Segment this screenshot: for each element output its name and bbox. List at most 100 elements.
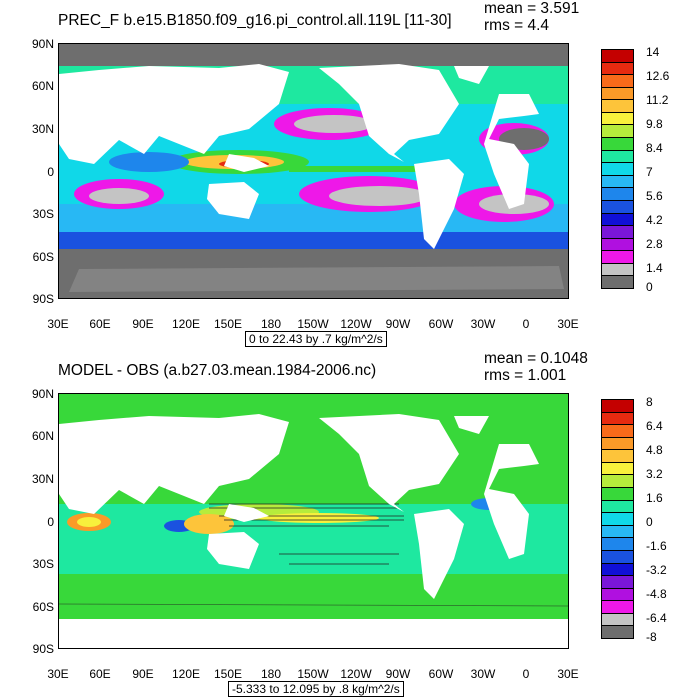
colorbar-label: 2.8: [646, 237, 663, 251]
colorbar-swatch: [602, 513, 633, 526]
lon-label: 90E: [132, 317, 154, 331]
lon-label: 60E: [89, 667, 111, 681]
colorbar-swatch: [602, 50, 633, 63]
lon-label: 150W: [297, 667, 329, 681]
colorbar-swatch: [602, 425, 633, 438]
lon-label: 120E: [171, 667, 201, 681]
lat-label: 30S: [32, 557, 54, 571]
colorbar-swatch: [602, 87, 633, 101]
mean-value: mean = 3.591: [484, 0, 580, 17]
colorbar-swatch: [602, 62, 633, 76]
colorbar-swatch: [602, 175, 633, 189]
colorbar-swatch: [602, 488, 633, 501]
lon-label: 120W: [340, 667, 372, 681]
colorbar-label: 1.4: [646, 261, 663, 275]
lon-label: 30W: [470, 317, 496, 331]
colorbar-swatch: [602, 550, 633, 564]
lon-label: 150E: [213, 317, 243, 331]
lon-label: 90W: [385, 667, 411, 681]
lon-label: 60W: [428, 667, 454, 681]
colorbar-label: 4.8: [646, 443, 663, 457]
colorbar-swatch: [602, 263, 633, 277]
colorbar-label: -3.2: [646, 563, 667, 577]
contour-range-label: -5.333 to 12.095 by .8 kg/m^2/s: [228, 681, 404, 697]
lat-label: 60N: [31, 429, 54, 443]
lat-label: 60S: [32, 250, 54, 264]
lat-label: 0: [47, 165, 54, 179]
colorbar-swatch: [602, 601, 633, 614]
colorbar-swatch: [602, 251, 633, 264]
colorbar-swatch: [602, 462, 633, 476]
lon-label: 30E: [557, 317, 579, 331]
colorbar-label: 12.6: [646, 69, 670, 83]
lon-label: 90W: [385, 317, 411, 331]
colorbar-label: 14: [646, 45, 660, 59]
colorbar-swatch: [602, 226, 633, 239]
colorbar-swatch: [602, 538, 633, 551]
colorbar-swatch: [602, 500, 633, 514]
lon-label: 60E: [89, 317, 111, 331]
colorbar-swatch: [602, 75, 633, 88]
precipitation-panel: PREC_F b.e15.B1850.f09_g16.pi_control.al…: [31, 0, 670, 347]
lon-label: 60W: [428, 317, 454, 331]
colorbar-swatch: [602, 150, 633, 164]
lon-label: 30W: [470, 667, 496, 681]
colorbar-swatch: [602, 276, 633, 288]
colorbar-swatch: [602, 188, 633, 201]
colorbar-swatch: [602, 238, 633, 252]
colorbar: [601, 399, 634, 639]
colorbar-swatch: [602, 437, 633, 451]
lon-label: 30E: [47, 317, 69, 331]
mean-value: mean = 0.1048: [484, 350, 588, 367]
colorbar-label: 8: [646, 395, 653, 409]
colorbar-label: 8.4: [646, 141, 663, 155]
lon-label: 30E: [557, 667, 579, 681]
colorbar-label: -8: [646, 630, 657, 644]
colorbar-swatch: [602, 626, 633, 638]
colorbar-label: 9.8: [646, 117, 663, 131]
lon-label: 120W: [340, 317, 372, 331]
colorbar-label: 0: [646, 515, 653, 529]
lat-label: 90N: [31, 37, 54, 51]
colorbar-swatch: [602, 163, 633, 176]
rms-value: rms = 4.4: [484, 17, 550, 34]
lon-label: 150W: [297, 317, 329, 331]
lon-label: 90E: [132, 667, 154, 681]
colorbar-label: -4.8: [646, 587, 667, 601]
lat-label: 60N: [31, 79, 54, 93]
lat-label: 90S: [32, 292, 54, 306]
colorbar-swatch: [602, 576, 633, 589]
colorbar-swatch: [602, 475, 633, 489]
lon-label: 150E: [213, 667, 243, 681]
contour-range-label: 0 to 22.43 by .7 kg/m^2/s: [245, 331, 387, 347]
lat-label: 30N: [31, 472, 54, 486]
rms-value: rms = 1.001: [484, 367, 567, 384]
colorbar-swatch: [602, 588, 633, 602]
colorbar-swatch: [602, 525, 633, 539]
model-minus-obs-panel: MODEL - OBS (a.b27.03.mean.1984-2006.nc)…: [0, 350, 700, 700]
colorbar: [601, 49, 634, 289]
colorbar-swatch: [602, 613, 633, 627]
lat-label: 60S: [32, 600, 54, 614]
colorbar-label: 11.2: [646, 93, 669, 107]
lat-label: 90N: [31, 387, 54, 401]
precipitation-map: [58, 43, 569, 299]
colorbar-swatch: [602, 125, 633, 139]
colorbar-label: 1.6: [646, 491, 663, 505]
colorbar-label: 6.4: [646, 419, 663, 433]
lon-label: 180: [260, 667, 282, 681]
colorbar-swatch: [602, 213, 633, 227]
lat-label: 30S: [32, 207, 54, 221]
colorbar-label: 3.2: [646, 467, 663, 481]
colorbar-swatch: [602, 112, 633, 126]
lat-label: 30N: [31, 122, 54, 136]
lat-label: 90S: [32, 642, 54, 656]
lon-label: 120E: [171, 317, 201, 331]
colorbar-swatch: [602, 400, 633, 413]
lat-label: 0: [47, 515, 54, 529]
colorbar-label: 4.2: [646, 213, 663, 227]
colorbar-swatch: [602, 450, 633, 463]
panel-title: MODEL - OBS (a.b27.03.mean.1984-2006.nc): [58, 362, 377, 379]
colorbar-swatch: [602, 138, 633, 151]
lon-label: 0: [522, 317, 530, 331]
